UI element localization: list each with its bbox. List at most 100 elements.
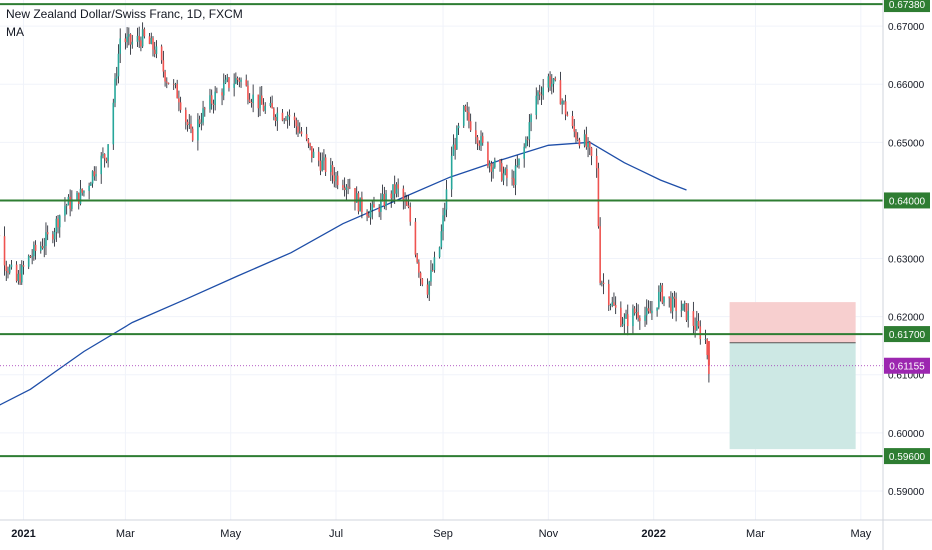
candle-body [262,104,265,111]
candle-body [77,192,80,204]
candle-body [103,154,106,159]
candle-body [443,209,446,216]
candle-body [621,324,624,326]
candle-body [696,320,698,330]
candle-body [10,264,13,268]
candle-body [392,184,394,199]
price-labels: 0.67380 0.64000 0.61700 0.59600 0.61155 [884,0,930,465]
candle-body [639,317,641,321]
candle-body [366,211,368,217]
candle-body [176,83,178,99]
candle-body [164,71,166,82]
candle-body [200,122,203,124]
candle-body [566,114,569,116]
candle-body [250,102,253,104]
candle-body [357,193,360,212]
candle-body [273,108,275,117]
candle-body [124,38,127,43]
level-price-text: 0.64000 [889,196,926,207]
horizontal-levels[interactable] [0,3,883,458]
study-label-ma[interactable]: MA [6,25,24,39]
moving-average [0,141,687,406]
candle-body [114,78,116,103]
candle-body [160,46,163,61]
candle-body [307,139,310,144]
candle-body [430,270,432,282]
candle-body [330,165,332,172]
position-zones[interactable] [729,302,856,450]
candle-body [687,311,689,321]
candle-body [466,110,469,113]
candle-body [428,281,431,295]
candles [0,22,710,383]
candle-body [238,79,241,82]
candle-body [34,244,37,251]
candle-body [53,231,56,240]
candle-body [368,216,370,218]
candle-body [530,114,532,123]
candle-body [452,144,455,156]
candle-body [83,190,85,193]
candle-body [190,123,192,129]
candle-body [152,38,154,50]
candle-body [381,193,384,200]
candle-body [245,79,248,86]
candle-body [414,221,417,255]
candle-body [31,256,33,258]
candle-body [55,218,58,232]
candle-body [20,265,23,283]
candle-body [138,35,140,41]
candle-body [407,205,410,208]
candle-body [575,131,577,139]
candle-body [462,105,465,126]
take-profit-zone[interactable] [729,342,856,450]
candle-body [499,159,501,164]
price-tick-label: 0.61000 [888,371,925,382]
candle-body [475,130,477,138]
candle-body [564,101,567,115]
candle-body [300,131,303,135]
candle-body [8,267,11,273]
candle-body [39,246,42,251]
candle-body [166,81,168,83]
time-axis[interactable]: 2021 Mar May Jul Sep Nov 2022 Mar May [11,528,871,540]
candle-body [115,76,118,79]
chart-legend: New Zealand Dollar/Swiss Franc, 1D, FXCM… [6,6,243,40]
time-tick-label: Nov [539,528,559,540]
candle-body [645,308,648,316]
candle-body [419,272,422,279]
symbol-title[interactable]: New Zealand Dollar/Swiss Franc, 1D, FXCM [6,7,243,21]
candle-body [371,204,374,211]
candle-body [293,116,296,121]
candle-body [235,78,237,84]
candle-body [587,142,589,147]
candle-body [209,95,211,110]
candle-body [286,114,289,121]
candle-body [682,303,684,311]
candle-body [597,168,600,227]
candle-body [107,144,109,162]
candle-body [221,92,223,96]
candle-body [402,188,405,202]
candle-body [487,142,489,167]
candle-body [57,218,59,228]
candle-body [602,282,605,285]
candle-body [656,307,658,311]
candle-body [395,184,398,194]
candle-body [140,40,142,47]
candle-body [535,95,538,115]
candle-body [607,284,610,306]
candle-body [635,312,638,314]
candle-body [354,188,356,203]
stop-loss-zone[interactable] [729,302,856,343]
candle-body [673,296,676,299]
candle-body [426,284,429,295]
candle-body [342,185,344,188]
time-tick-label: 2022 [641,528,665,540]
candle-body [252,94,254,104]
time-tick-label: May [850,528,871,540]
candle-body [456,128,458,150]
current-price-text: 0.61155 [889,362,925,373]
candle-body [285,119,287,121]
